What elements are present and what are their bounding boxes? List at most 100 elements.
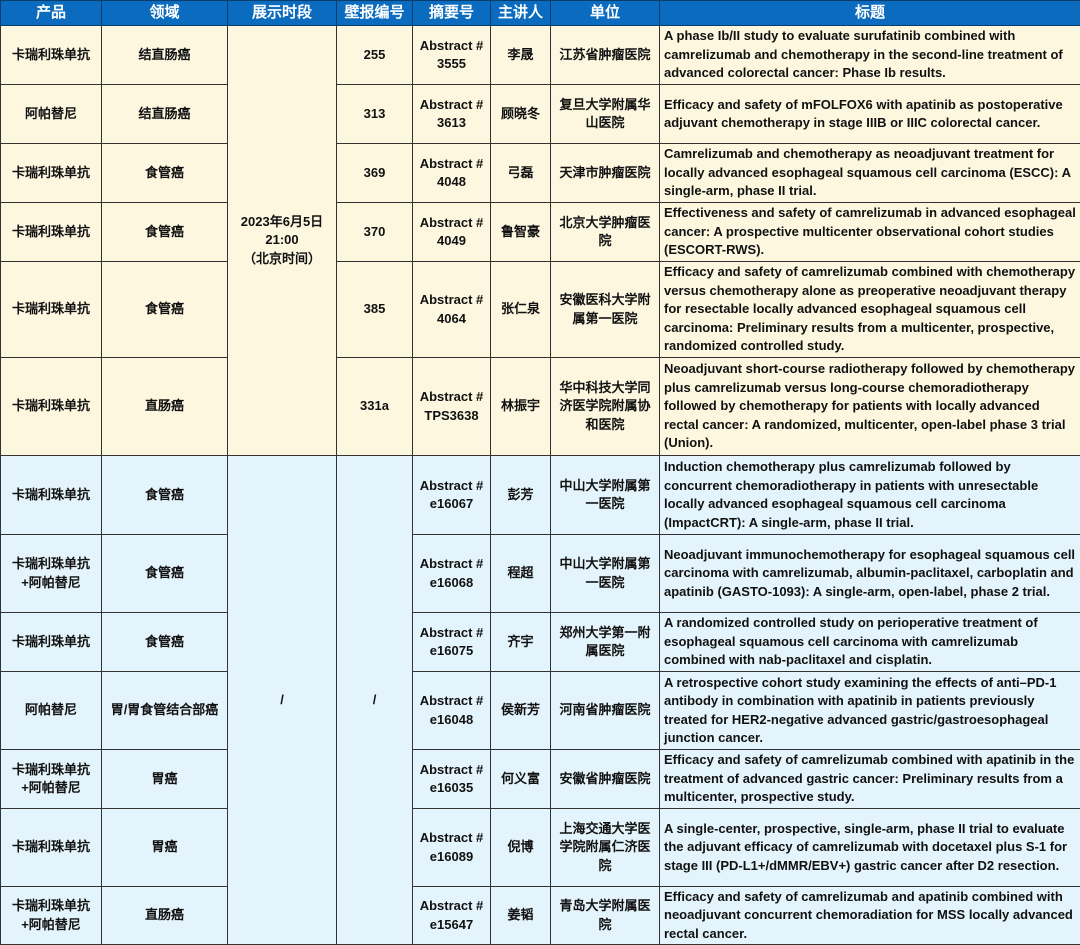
speaker-cell: 顾晓冬	[491, 85, 551, 144]
product-cell: 卡瑞利珠单抗	[1, 456, 102, 535]
abstract-cell: Abstract # e16075	[413, 613, 491, 672]
product-cell: 卡瑞利珠单抗	[1, 262, 102, 358]
poster-cell: 313	[337, 85, 413, 144]
unit-cell: 江苏省肿瘤医院	[551, 26, 660, 85]
title-cell: Efficacy and safety of mFOLFOX6 with apa…	[660, 85, 1080, 144]
speaker-cell: 倪博	[491, 809, 551, 887]
field-cell: 食管癌	[102, 144, 228, 203]
product-cell: 卡瑞利珠单抗 +阿帕替尼	[1, 750, 102, 809]
unit-cell: 河南省肿瘤医院	[551, 672, 660, 750]
speaker-cell: 何义富	[491, 750, 551, 809]
header-field: 领域	[102, 1, 228, 26]
poster-cell: 331a	[337, 358, 413, 456]
title-cell: A phase Ib/II study to evaluate surufati…	[660, 26, 1080, 85]
header-poster: 壁报编号	[337, 1, 413, 26]
field-cell: 食管癌	[102, 203, 228, 262]
speaker-cell: 张仁泉	[491, 262, 551, 358]
abstract-cell: Abstract # e16035	[413, 750, 491, 809]
time-cell: /	[228, 456, 337, 945]
title-cell: A single-center, prospective, single-arm…	[660, 809, 1080, 887]
speaker-cell: 齐宇	[491, 613, 551, 672]
header-speaker: 主讲人	[491, 1, 551, 26]
abstract-cell: Abstract # e16048	[413, 672, 491, 750]
field-cell: 直肠癌	[102, 887, 228, 945]
product-cell: 卡瑞利珠单抗 +阿帕替尼	[1, 887, 102, 945]
header-abstract: 摘要号	[413, 1, 491, 26]
speaker-cell: 弓磊	[491, 144, 551, 203]
abstract-cell: Abstract # e16068	[413, 535, 491, 613]
product-cell: 卡瑞利珠单抗	[1, 613, 102, 672]
abstract-cell: Abstract # 3555	[413, 26, 491, 85]
product-cell: 阿帕替尼	[1, 672, 102, 750]
unit-cell: 中山大学附属第一医院	[551, 456, 660, 535]
unit-cell: 华中科技大学同济医学院附属协和医院	[551, 358, 660, 456]
abstract-cell: Abstract # e15647	[413, 887, 491, 945]
poster-cell: 370	[337, 203, 413, 262]
header-product: 产品	[1, 1, 102, 26]
time-cell: 2023年6月5日 21:00 （北京时间）	[228, 26, 337, 456]
abstract-cell: Abstract # 4064	[413, 262, 491, 358]
abstract-cell: Abstract # 4049	[413, 203, 491, 262]
unit-cell: 北京大学肿瘤医院	[551, 203, 660, 262]
field-cell: 直肠癌	[102, 358, 228, 456]
title-cell: Efficacy and safety of camrelizumab comb…	[660, 262, 1080, 358]
abstract-cell: Abstract # 4048	[413, 144, 491, 203]
unit-cell: 安徽省肿瘤医院	[551, 750, 660, 809]
speaker-cell: 林振宇	[491, 358, 551, 456]
field-cell: 胃癌	[102, 809, 228, 887]
title-cell: Efficacy and safety of camrelizumab and …	[660, 887, 1080, 945]
unit-cell: 安徽医科大学附属第一医院	[551, 262, 660, 358]
unit-cell: 青岛大学附属医院	[551, 887, 660, 945]
field-cell: 结直肠癌	[102, 26, 228, 85]
field-cell: 食管癌	[102, 535, 228, 613]
speaker-cell: 鲁智豪	[491, 203, 551, 262]
abstract-cell: Abstract # TPS3638	[413, 358, 491, 456]
title-cell: Induction chemotherapy plus camrelizumab…	[660, 456, 1080, 535]
product-cell: 卡瑞利珠单抗	[1, 26, 102, 85]
unit-cell: 郑州大学第一附属医院	[551, 613, 660, 672]
poster-cell: 255	[337, 26, 413, 85]
header-row: 产品 领域 展示时段 壁报编号 摘要号 主讲人 单位 标题	[1, 1, 1080, 26]
header-title: 标题	[660, 1, 1080, 26]
speaker-cell: 姜韬	[491, 887, 551, 945]
title-cell: Neoadjuvant short-course radiotherapy fo…	[660, 358, 1080, 456]
field-cell: 食管癌	[102, 456, 228, 535]
product-cell: 卡瑞利珠单抗	[1, 809, 102, 887]
product-cell: 卡瑞利珠单抗 +阿帕替尼	[1, 535, 102, 613]
title-cell: Camrelizumab and chemotherapy as neoadju…	[660, 144, 1080, 203]
speaker-cell: 侯新芳	[491, 672, 551, 750]
unit-cell: 天津市肿瘤医院	[551, 144, 660, 203]
title-cell: A retrospective cohort study examining t…	[660, 672, 1080, 750]
product-cell: 卡瑞利珠单抗	[1, 144, 102, 203]
abstract-cell: Abstract # e16089	[413, 809, 491, 887]
product-cell: 阿帕替尼	[1, 85, 102, 144]
unit-cell: 复旦大学附属华山医院	[551, 85, 660, 144]
header-unit: 单位	[551, 1, 660, 26]
field-cell: 结直肠癌	[102, 85, 228, 144]
header-time: 展示时段	[228, 1, 337, 26]
abstract-cell: Abstract # e16067	[413, 456, 491, 535]
field-cell: 胃癌	[102, 750, 228, 809]
field-cell: 食管癌	[102, 262, 228, 358]
title-cell: Effectiveness and safety of camrelizumab…	[660, 203, 1080, 262]
product-cell: 卡瑞利珠单抗	[1, 358, 102, 456]
title-cell: Efficacy and safety of camrelizumab comb…	[660, 750, 1080, 809]
speaker-cell: 李晟	[491, 26, 551, 85]
unit-cell: 上海交通大学医学院附属仁济医院	[551, 809, 660, 887]
unit-cell: 中山大学附属第一医院	[551, 535, 660, 613]
